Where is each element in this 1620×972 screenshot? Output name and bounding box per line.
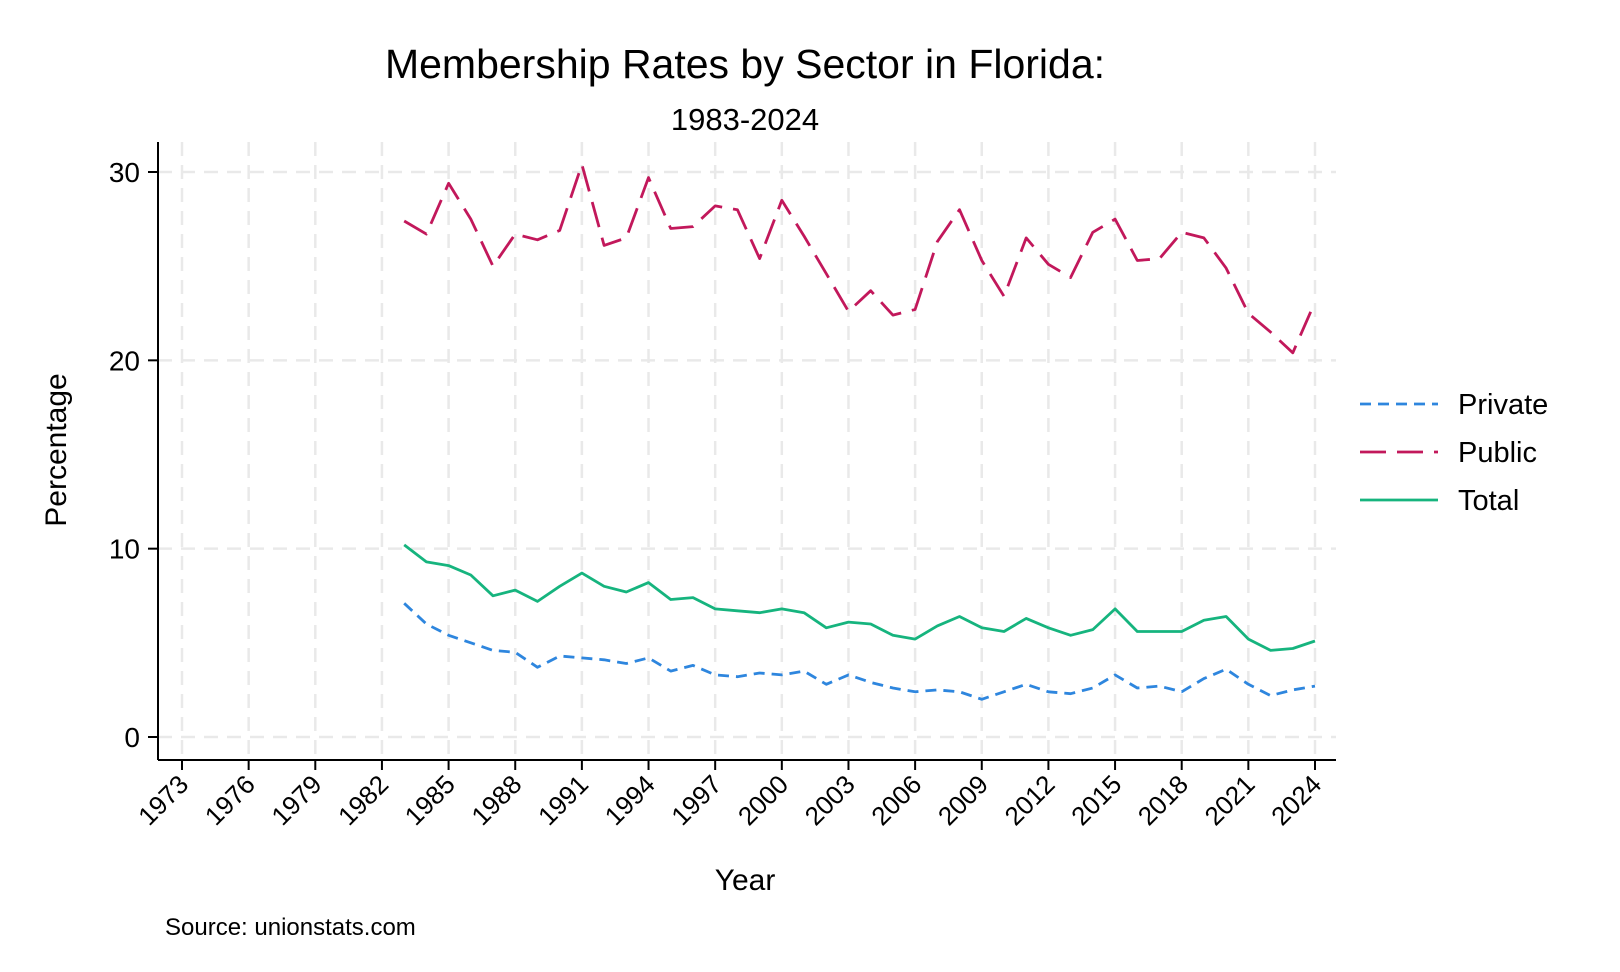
x-tick-label: 2018 [1132,769,1194,831]
x-tick-label: 2024 [1265,769,1327,831]
legend-label-total: Total [1458,485,1519,517]
x-tick-label: 2003 [799,769,861,831]
x-tick-label: 1991 [532,769,594,831]
y-axis-label: Percentage [40,373,73,526]
x-axis-ticks: 1973 1976 1979 1982 1985 1988 1991 1994 1997 2000… [132,760,1327,831]
x-tick-label: 1979 [265,769,327,831]
chart-title: Membership Rates by Sector in Florida: [385,41,1105,87]
series-line-private [403,602,1316,701]
x-tick-label: 2012 [999,769,1061,831]
chart-subtitle: 1983-2024 [671,102,819,137]
source-note: Source: unionstats.com [165,914,416,941]
series-line-total [403,543,1316,652]
x-tick-label: 1976 [199,769,261,831]
grid-lines [158,142,1336,760]
y-axis-ticks: 0 10 20 30 [109,157,158,753]
x-axis-label: Year [715,864,776,897]
y-tick-label: 30 [109,157,140,188]
x-tick-label: 1994 [599,769,661,831]
legend-label-private: Private [1458,389,1548,421]
y-tick-label: 20 [109,345,140,376]
x-tick-label: 2021 [1198,769,1260,831]
axes [157,142,1336,761]
legend: Private Public Total [1360,389,1548,517]
x-tick-label: 2000 [732,769,794,831]
x-tick-label: 2015 [1065,769,1127,831]
series-line-public [403,163,1317,355]
x-tick-label: 1982 [332,769,394,831]
series-lines [403,163,1317,701]
x-tick-label: 1997 [665,769,727,831]
x-tick-label: 2006 [865,769,927,831]
y-tick-label: 10 [109,534,140,565]
x-tick-label: 1973 [132,769,194,831]
legend-label-public: Public [1458,437,1537,469]
x-tick-label: 1988 [465,769,527,831]
y-tick-label: 0 [124,722,140,753]
x-tick-label: 1985 [399,769,461,831]
x-tick-label: 2009 [932,769,994,831]
